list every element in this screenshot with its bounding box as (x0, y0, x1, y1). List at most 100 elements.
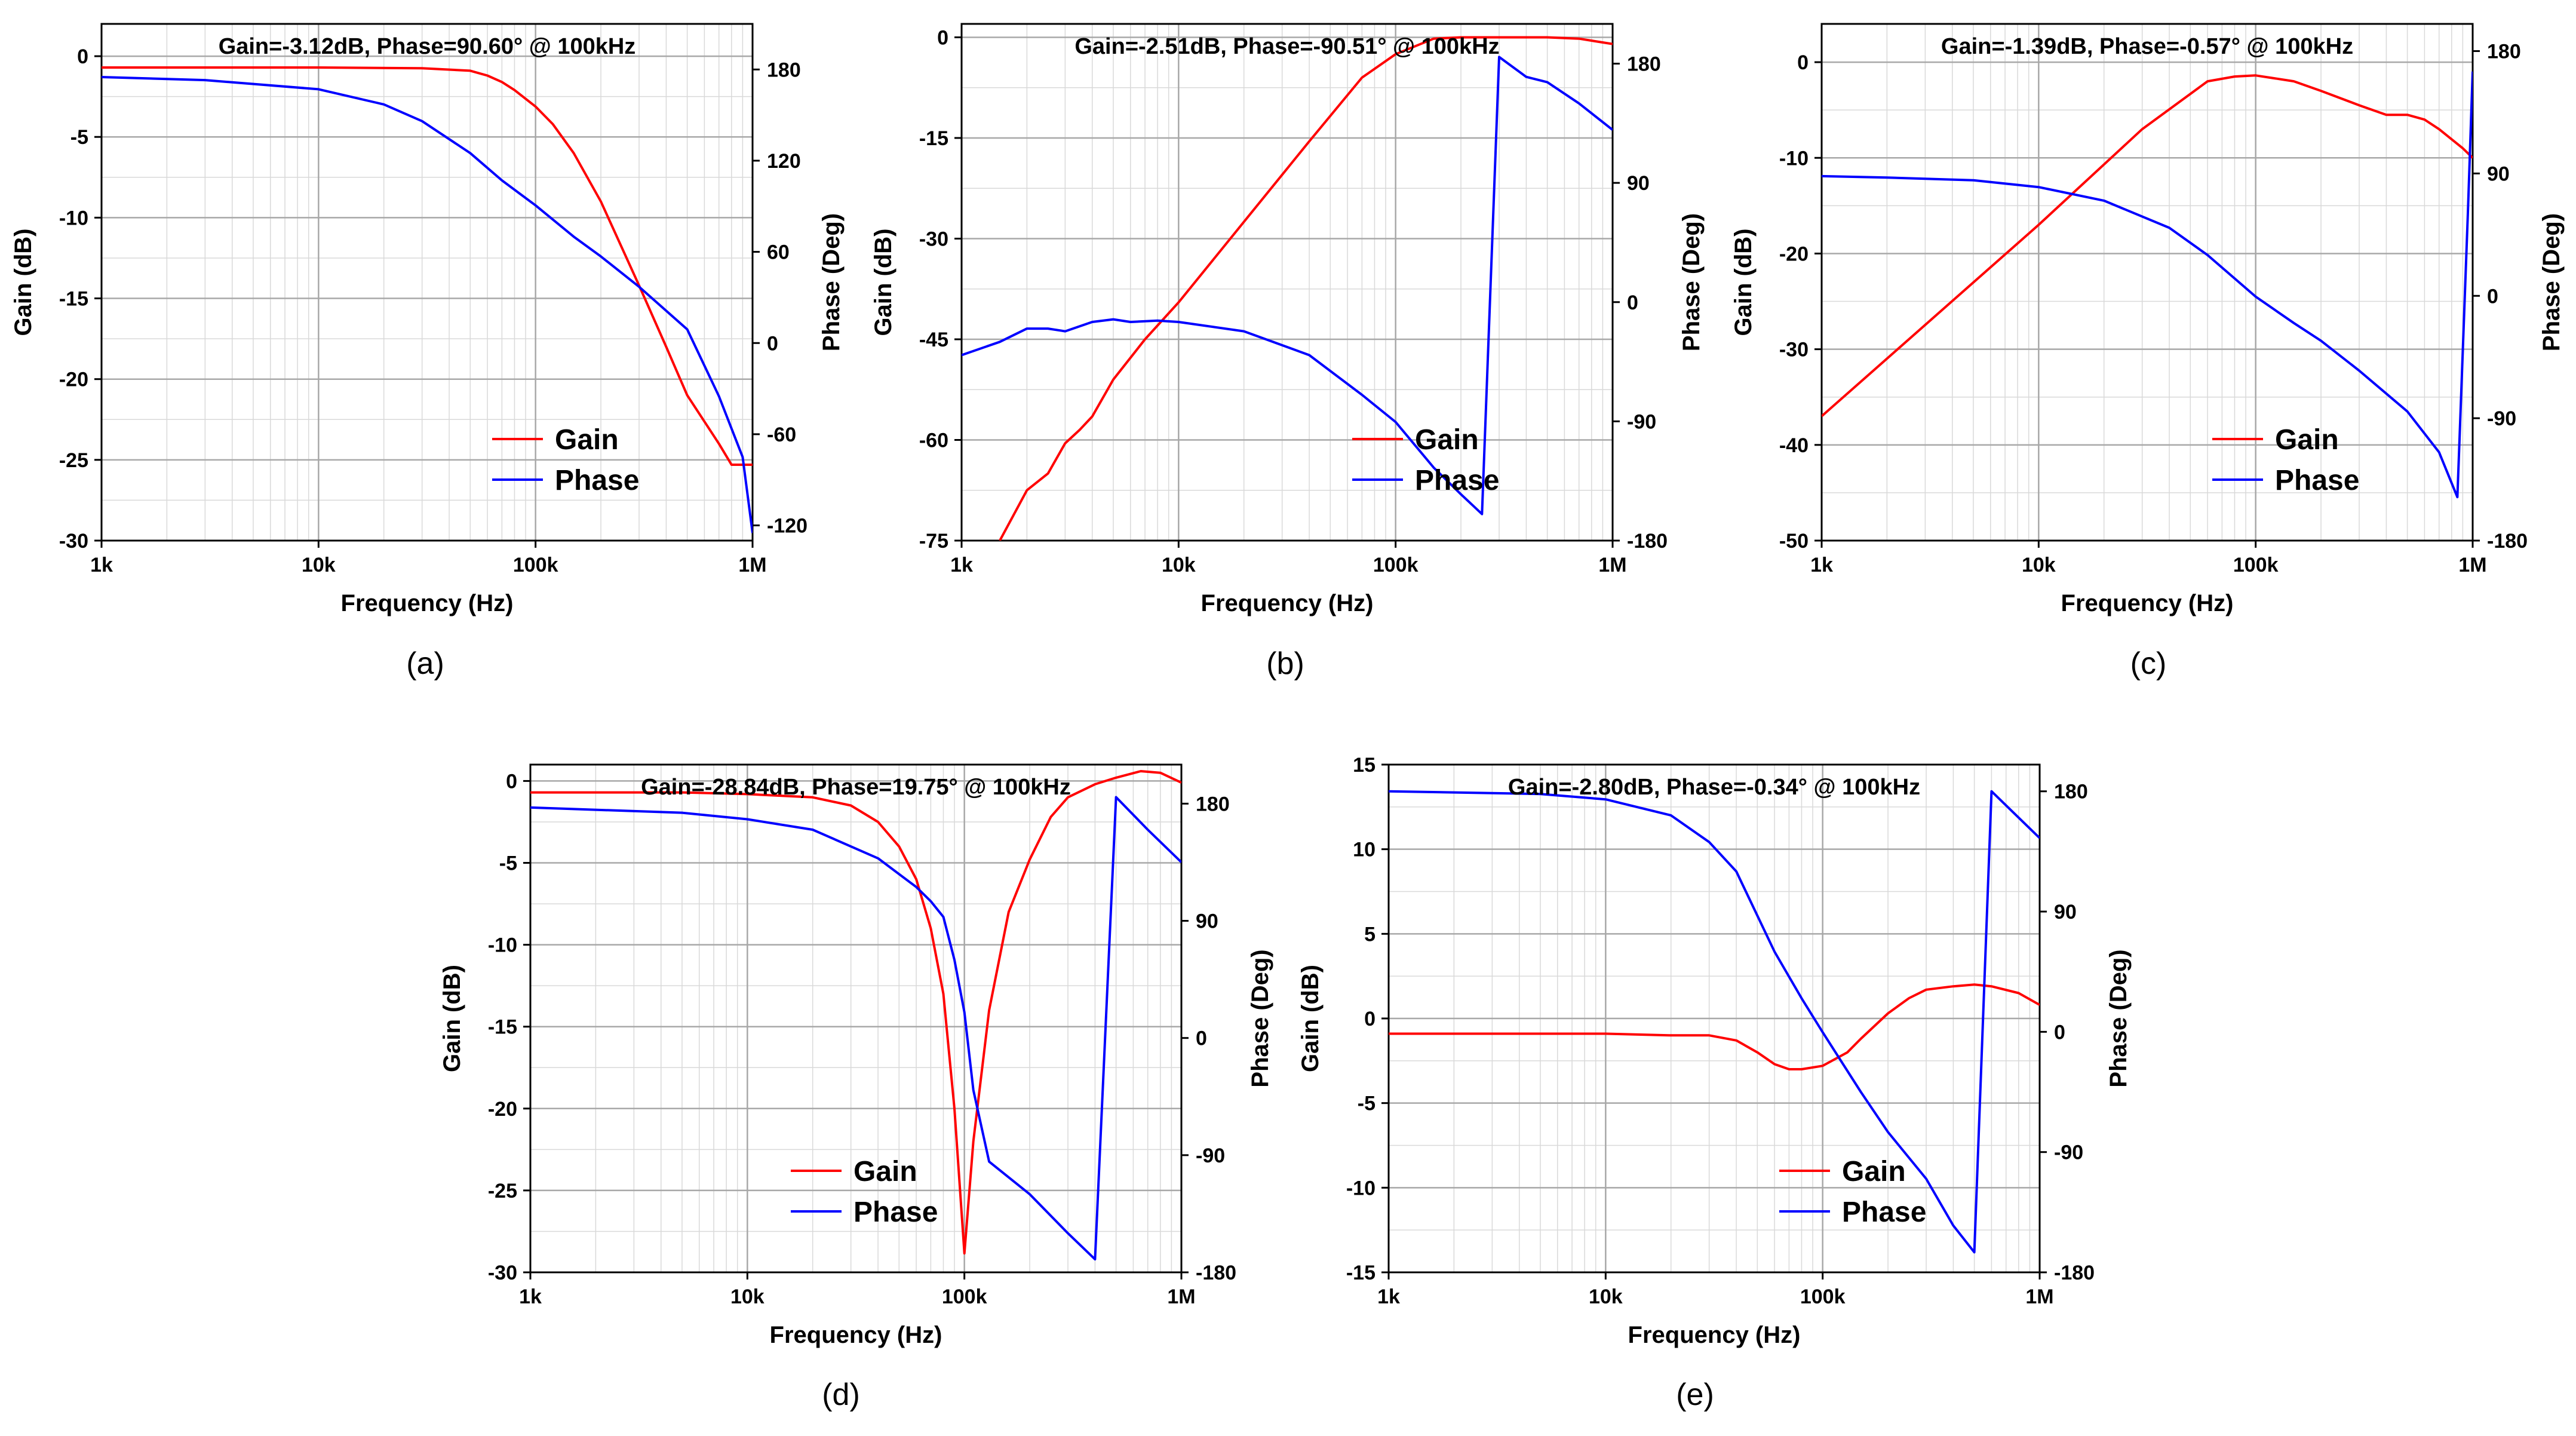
y2-tick-label: -90 (2487, 407, 2516, 430)
y2-tick-label: 180 (1627, 53, 1661, 76)
subfigure-caption: (c) (2130, 646, 2167, 681)
series-line-phase (102, 76, 753, 533)
series-line-gain (999, 36, 1613, 541)
y2-tick-label: -90 (1196, 1144, 1225, 1167)
x-tick-label: 1M (2458, 554, 2486, 576)
y-tick-label: -25 (488, 1180, 517, 1202)
y2-tick-label: 90 (2054, 901, 2077, 923)
y-tick-label: -10 (488, 934, 517, 957)
y2-tick-label: 180 (1196, 793, 1230, 815)
y-tick-label: -10 (59, 207, 88, 229)
x-tick-label: 1k (90, 554, 113, 576)
legend-label-gain: Gain (2275, 424, 2339, 456)
series-line-gain (530, 770, 1181, 1255)
y2-axis-label: Phase (Deg) (1678, 213, 1705, 351)
series-line-phase (962, 56, 1613, 516)
y-tick-label: -5 (1358, 1093, 1375, 1115)
legend: Gain Phase (1779, 1156, 1926, 1228)
y-axis-label: Gain (dB) (10, 229, 36, 336)
y-tick-label: -5 (70, 126, 88, 149)
y-tick-label: -15 (1346, 1262, 1375, 1284)
legend-label-gain: Gain (1842, 1156, 1906, 1188)
y-axis-label: Gain (dB) (439, 965, 465, 1072)
x-tick-label: 1k (1810, 554, 1833, 576)
series-line-phase (530, 796, 1181, 1261)
legend-label-phase: Phase (555, 465, 639, 496)
x-tick-label: 100k (1800, 1285, 1846, 1308)
y2-axis-label: Phase (Deg) (2105, 949, 2132, 1087)
y-tick-label: 5 (1364, 923, 1375, 946)
y-tick-label: -10 (1779, 147, 1809, 170)
y2-tick-label: -120 (767, 515, 808, 538)
y2-tick-label: -90 (1627, 410, 1656, 433)
y2-axis-label: Phase (Deg) (1247, 949, 1273, 1087)
series-line-phase (1389, 790, 2040, 1254)
x-tick-label: 100k (513, 554, 558, 576)
subfigure-caption: (e) (1676, 1377, 1714, 1412)
chart-c: 1k 10k 100k 1M 0 -10 -20 -30 -40 -50 180 90 0 -90 -180… (1730, 23, 2565, 681)
subfigure-caption: (a) (406, 646, 444, 681)
plot-frame (960, 23, 1614, 542)
x-tick-label: 100k (2233, 554, 2279, 576)
chart-a: 1k 10k 100k 1M 0 -5 -10 -15 -20 -25 -30 180 120 60 0 -6… (10, 23, 845, 681)
y-axis-label: Gain (dB) (1297, 965, 1324, 1072)
y2-tick-label: 180 (2487, 41, 2521, 63)
subfigure-caption: (d) (822, 1377, 860, 1412)
legend: Gain Phase (492, 424, 639, 496)
y2-tick-label: 0 (2487, 285, 2498, 308)
legend-label-phase: Phase (1842, 1196, 1926, 1228)
x-tick-label: 10k (302, 554, 336, 576)
y-tick-label: -40 (1779, 434, 1809, 457)
x-tick-label: 10k (1589, 1285, 1623, 1308)
legend: Gain Phase (1352, 424, 1499, 496)
legend-label-gain: Gain (555, 424, 619, 456)
y2-axis-label: Phase (Deg) (2538, 213, 2565, 351)
series-line-phase (1822, 71, 2473, 499)
x-axis-label: Frequency (Hz) (341, 590, 514, 616)
y-tick-label: -20 (1779, 243, 1809, 265)
x-tick-label: 1k (950, 554, 973, 576)
y2-tick-label: 0 (1196, 1027, 1207, 1050)
x-tick-label: 10k (1162, 554, 1196, 576)
series-line-gain (1822, 74, 2473, 418)
chart-d: 1k 10k 100k 1M 0 -5 -10 -15 -20 -25 -30 180 90 0 -90 -1… (439, 763, 1273, 1412)
chart-b: 1k 10k 100k 1M 0 -15 -30 -45 -60 -75 180 90 0 -90 -180… (870, 23, 1705, 681)
x-axis-label: Frequency (Hz) (2061, 590, 2234, 616)
chart-title: Gain=-2.51dB, Phase=-90.51° @ 100kHz (1074, 34, 1499, 59)
y2-tick-label: 90 (2487, 162, 2510, 185)
y-tick-label: -60 (919, 429, 948, 452)
chart-title: Gain=-28.84dB, Phase=19.75° @ 100kHz (641, 775, 1071, 800)
y-tick-label: -10 (1346, 1177, 1375, 1199)
y-tick-label: -50 (1779, 530, 1809, 553)
series-line-gain (102, 66, 753, 466)
x-tick-label: 1M (1598, 554, 1626, 576)
y2-tick-label: 180 (767, 59, 801, 81)
chart-title: Gain=-1.39dB, Phase=-0.57° @ 100kHz (1941, 34, 2353, 59)
plot-frame (100, 23, 754, 542)
y2-tick-label: 90 (1196, 910, 1218, 933)
plot-frame (1820, 23, 2474, 542)
chart-title: Gain=-2.80dB, Phase=-0.34° @ 100kHz (1508, 775, 1920, 800)
x-tick-label: 1M (2025, 1285, 2053, 1308)
y-tick-label: -5 (499, 852, 517, 875)
y-tick-label: 0 (1797, 51, 1809, 74)
y2-tick-label: 0 (767, 332, 778, 355)
y-tick-label: -20 (488, 1098, 517, 1121)
y-tick-label: 0 (506, 770, 517, 793)
y-tick-label: 15 (1353, 754, 1375, 777)
y2-axis-label: Phase (Deg) (818, 213, 845, 351)
legend-label-phase: Phase (1415, 465, 1499, 496)
y-tick-label: -15 (919, 127, 948, 150)
y-tick-label: 0 (77, 45, 88, 68)
y2-tick-label: -180 (2054, 1262, 2095, 1284)
legend: Gain Phase (2212, 424, 2359, 496)
x-tick-label: 100k (1373, 554, 1419, 576)
y-tick-label: -30 (919, 228, 948, 250)
y2-tick-label: 180 (2054, 781, 2088, 803)
y-tick-label: -45 (919, 329, 948, 351)
subfigure-caption: (b) (1266, 646, 1304, 681)
x-tick-label: 10k (2022, 554, 2056, 576)
y-tick-label: -15 (59, 288, 88, 311)
y2-tick-label: -60 (767, 424, 796, 446)
y2-tick-label: 90 (1627, 172, 1650, 195)
